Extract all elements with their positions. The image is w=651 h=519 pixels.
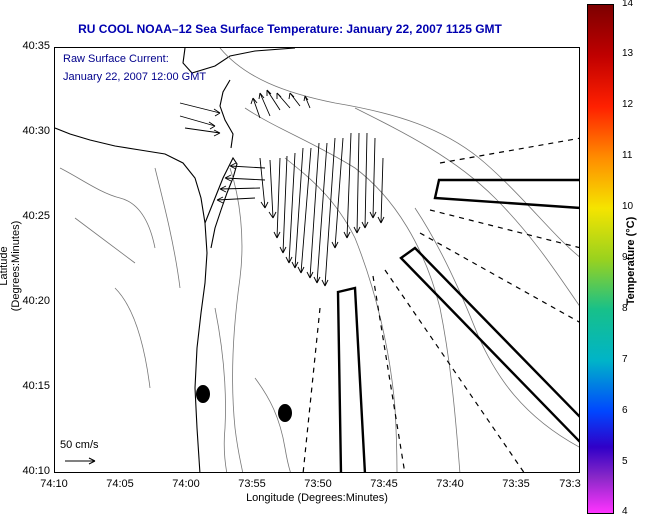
x-tick-label: 74:10 [40,478,68,490]
colorbar-tick: 7 [622,354,628,365]
lane-boundaries [302,137,579,472]
colorbar-tick: 8 [622,303,628,314]
colorbar-tick: 13 [622,48,634,59]
colorbar-tick: 4 [622,506,628,517]
y-tick-label: 40:20 [22,295,50,307]
station-marker [196,385,210,403]
vector-column-group [259,132,385,287]
colorbar-tick: 12 [622,99,634,110]
scale-arrow [65,457,96,465]
y-tick-label: 40:15 [22,380,50,392]
colorbar-tick: 10 [622,201,634,212]
colorbar-tick: 6 [622,405,628,416]
y-axis-label: Latitude (Degrees:Minutes) [0,220,22,312]
scale-label: 50 cm/s [60,439,99,451]
x-tick-label: 73:50 [304,478,332,490]
map-title: RU COOL NOAA–12 Sea Surface Temperature:… [78,22,502,36]
colorbar-tick: 9 [622,252,628,263]
x-tick-label: 74:00 [172,478,200,490]
temperature-colorbar [587,4,614,514]
y-tick-label: 40:35 [22,40,50,52]
colorbar-tick: 5 [622,456,628,467]
coastline [55,48,296,472]
colorbar-tick: 11 [622,150,633,161]
colorbar-tick: 14 [622,0,634,9]
current-label: Raw Surface Current: [63,53,169,65]
x-tick-label: 74:05 [106,478,134,490]
shipping-lanes [336,178,579,472]
x-tick-label: 73:55 [238,478,266,490]
station-markers [196,385,292,422]
bathymetry-contours [59,48,579,472]
x-tick-label: 73:3 [559,478,581,490]
current-vectors [179,89,385,287]
map-plot-area: Raw Surface Current: January 22, 2007 12… [54,47,580,473]
x-tick-label: 73:40 [436,478,464,490]
colorbar-label: Temperature (°C) [625,216,637,306]
y-tick-label: 40:25 [22,210,50,222]
y-tick-label: 40:30 [22,125,50,137]
x-tick-label: 73:45 [370,478,398,490]
map-canvas [55,48,579,472]
station-marker [278,404,292,422]
x-axis-label: Longitude (Degrees:Minutes) [246,492,388,504]
current-timestamp: January 22, 2007 12:00 GMT [63,71,207,83]
y-tick-label: 40:10 [22,465,50,477]
x-tick-label: 73:35 [502,478,530,490]
